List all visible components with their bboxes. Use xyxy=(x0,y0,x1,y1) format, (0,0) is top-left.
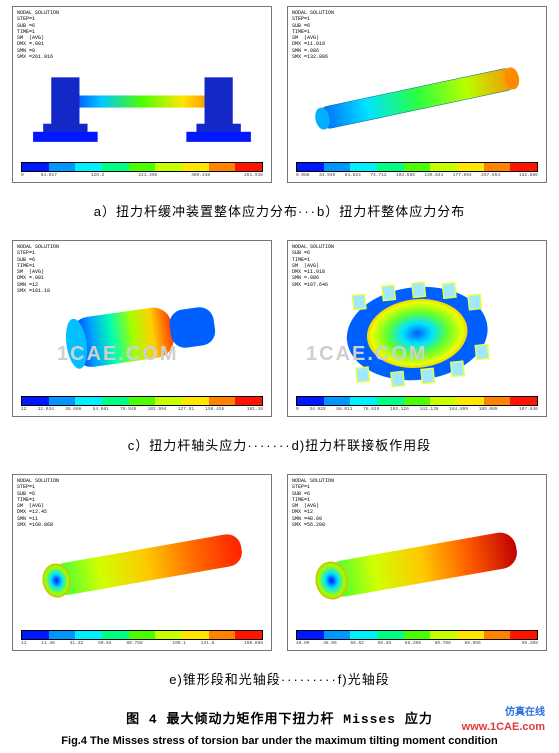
panel-b-colorbar-labels: 0.08634.93954.82474.712103.686140.844177… xyxy=(296,173,538,178)
panel-f: NODAL SOLUTION STEP=1 SUB =6 TIME=1 SM (… xyxy=(287,474,547,651)
caption-b: b）扭力杆整体应力分布 xyxy=(317,204,465,219)
panel-a-colorbar-labels: 064.017128.2221.495309.438261.916 xyxy=(21,173,263,178)
watermark-gray-d: 1CAE.COM xyxy=(306,343,428,366)
panel-a: NODAL SOLUTION STEP=1 SUB =6 TIME=1 SM (… xyxy=(12,6,272,183)
panel-c-colorbar-labels: 1212.03436.66654.08178.548102.994127.511… xyxy=(21,407,263,412)
watermark-url: www.1CAE.com xyxy=(462,721,545,733)
caption-e: e)锥形段和光轴段 xyxy=(169,672,281,687)
panel-a-render xyxy=(21,37,263,158)
panel-f-colorbar: 48.0948.0656.5258.3668.20880.70688.95656… xyxy=(296,630,538,646)
panel-b-colorbar-bar xyxy=(296,162,538,172)
panel-b-colorbar: 0.08634.93954.82474.712103.686140.844177… xyxy=(296,162,538,178)
panel-f-render xyxy=(296,505,538,626)
panel-d-colorbar: 034.92958.01178.619103.126142.139164.899… xyxy=(296,396,538,412)
panel-e-render xyxy=(21,505,263,626)
panel-a-colorbar: 064.017128.2221.495309.438261.916 xyxy=(21,162,263,178)
panel-c-colorbar-bar xyxy=(21,396,263,406)
caption-ab: a）扭力杆缓冲装置整体应力分布···b）扭力杆整体应力分布 xyxy=(0,183,559,234)
panel-f-colorbar-bar xyxy=(296,630,538,640)
caption-f: f)光轴段 xyxy=(338,672,390,687)
panel-a-colorbar-bar xyxy=(21,162,263,172)
panel-e-colorbar: 1111.4831.4260.6480.788109.1131.8160.868 xyxy=(21,630,263,646)
watermark-sim-online: 仿真在线 xyxy=(505,703,545,718)
panel-b-render xyxy=(296,37,538,158)
panel-d-colorbar-labels: 034.92958.01178.619103.126142.139164.899… xyxy=(296,407,538,412)
panel-d-colorbar-bar xyxy=(296,396,538,406)
panel-f-colorbar-labels: 48.0948.0656.5258.3668.20880.70688.95656… xyxy=(296,641,538,646)
caption-c: c）扭力杆轴头应力 xyxy=(128,438,248,453)
caption-d: d)扭力杆联接板作用段 xyxy=(292,438,432,453)
panel-c-render: 1CAE.COM xyxy=(21,271,263,392)
panel-d-render: 1CAE.COM xyxy=(296,271,538,392)
panel-e: NODAL SOLUTION STEP=1 SUB =6 TIME=1 SM (… xyxy=(12,474,272,651)
panel-e-colorbar-labels: 1111.4831.4260.6480.788109.1131.8160.868 xyxy=(21,641,263,646)
watermark-gray-c: 1CAE.COM xyxy=(57,343,179,366)
panel-d: NODAL SOLUTION SUB =6 TIME=1 SM (AVG) DM… xyxy=(287,240,547,417)
panel-e-colorbar-bar xyxy=(21,630,263,640)
panel-c: NODAL SOLUTION STEP=1 SUB =6 TIME=1 SM (… xyxy=(12,240,272,417)
caption-a: a）扭力杆缓冲装置整体应力分布 xyxy=(94,204,298,219)
caption-cd: c）扭力杆轴头应力·······d)扭力杆联接板作用段 xyxy=(0,417,559,468)
caption-ef: e)锥形段和光轴段·········f)光轴段 xyxy=(0,651,559,702)
panel-b: NODAL SOLUTION STEP=1 SUB =6 TIME=1 SM (… xyxy=(287,6,547,183)
panel-c-colorbar: 1212.03436.66654.08178.548102.994127.511… xyxy=(21,396,263,412)
figure-caption-en: Fig.4 The Misses stress of torsion bar u… xyxy=(0,735,559,753)
